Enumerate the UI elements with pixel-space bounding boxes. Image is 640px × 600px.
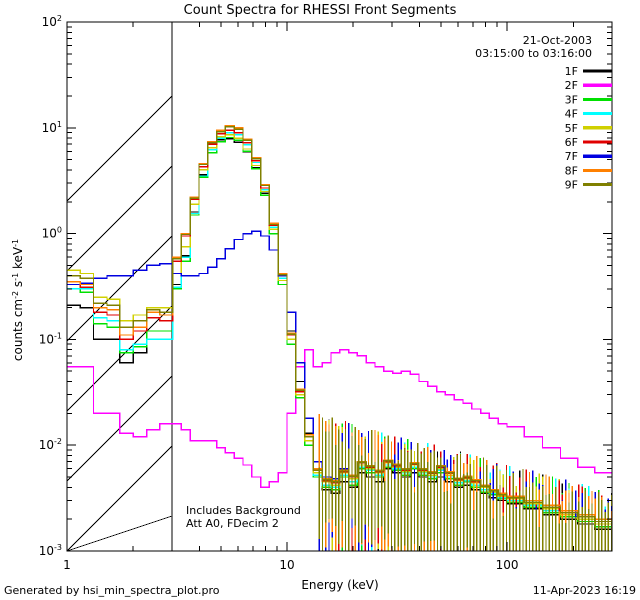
excluded-region-hatch — [67, 22, 173, 551]
spectra-curves — [67, 124, 612, 551]
y-tick-label: 101 — [42, 120, 62, 135]
x-tick-label: 1 — [63, 558, 71, 572]
series-line-8f — [67, 124, 612, 525]
x-tick-label: 100 — [496, 558, 519, 572]
series-noise-3f — [318, 420, 612, 551]
x-axis-label: Energy (keV) — [301, 578, 378, 592]
legend-label-1f: 1F — [565, 65, 578, 78]
legend-label-7f: 7F — [565, 150, 578, 163]
footer-generator: Generated by hsi_min_spectra_plot.pro — [4, 584, 220, 597]
plot-frame — [66, 21, 613, 552]
y-tick-label: 100 — [42, 226, 62, 241]
note-includes-background: Includes Background — [186, 504, 301, 517]
legend-label-3f: 3F — [565, 93, 578, 106]
series-noise-7f — [318, 415, 612, 551]
footer-timestamp: 11-Apr-2023 16:19 — [533, 584, 636, 597]
y-tick-label: 10-1 — [39, 331, 62, 346]
legend-label-4f: 4F — [565, 108, 578, 121]
legend-label-2f: 2F — [565, 79, 578, 92]
page-title: Count Spectra for RHESSI Front Segments — [184, 3, 457, 18]
series-line-7f — [67, 230, 612, 525]
x-tick-label: 10 — [279, 558, 294, 572]
legend-label-8f: 8F — [565, 164, 578, 177]
y-tick-label: 10-2 — [39, 437, 62, 452]
y-axis-label: counts cm-2 s-1 keV-1 — [11, 239, 25, 361]
series-noise-9f — [318, 417, 612, 551]
note-attenuator-state: Att A0, FDecim 2 — [186, 517, 279, 530]
observation-date: 21-Oct-2003 — [523, 34, 592, 47]
series-noise-6f — [318, 417, 612, 551]
y-axis-label-text: counts cm-2 s-1 keV-1 — [11, 239, 25, 361]
series-line-2f — [67, 349, 612, 488]
y-tick-label: 102 — [42, 14, 62, 29]
y-tick-labels: 10-3 10-2 10-1 100 101 102 — [39, 14, 62, 558]
y-tick-label: 10-3 — [39, 543, 62, 558]
observation-time-range: 03:15:00 to 03:16:00 — [475, 47, 592, 60]
series-line-9f — [67, 126, 612, 528]
x-tick-labels: 1 10 100 — [63, 558, 518, 572]
legend-label-9f: 9F — [565, 179, 578, 192]
legend-label-6f: 6F — [565, 136, 578, 149]
legend-label-5f: 5F — [565, 122, 578, 135]
